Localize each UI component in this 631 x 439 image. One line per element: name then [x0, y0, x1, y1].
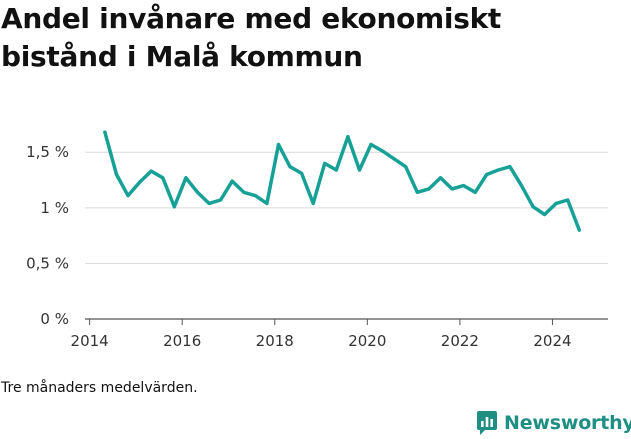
data-point	[519, 183, 524, 188]
data-point	[542, 212, 547, 217]
data-point	[114, 172, 119, 177]
data-point	[265, 201, 269, 205]
x-tick-label: 2018	[256, 332, 294, 350]
data-point	[149, 169, 153, 173]
data-point	[485, 172, 489, 177]
series	[103, 130, 582, 232]
y-tick-label: 0 %	[40, 310, 69, 328]
x-tick-label: 2022	[441, 332, 479, 350]
data-point	[161, 176, 165, 180]
brand-logo: Newsworthy	[476, 408, 631, 438]
data-point	[219, 198, 223, 202]
data-point	[346, 135, 350, 139]
data-point	[369, 142, 373, 147]
x-axis-ticks: 2014 2016 2018 2020 2022 2024	[71, 319, 572, 350]
data-point	[392, 157, 396, 161]
footnote: Tre månaders medelvärden.	[1, 380, 198, 396]
data-point	[184, 176, 188, 180]
data-point	[496, 168, 500, 172]
data-point	[300, 171, 304, 175]
y-axis-ticks: 0 % 0,5 % 1 % 1,5 %	[26, 143, 69, 328]
x-tick-label: 2014	[71, 332, 109, 350]
data-point	[404, 165, 408, 169]
data-point	[531, 205, 535, 209]
y-tick-label: 0,5 %	[26, 254, 69, 272]
data-point	[138, 180, 142, 184]
data-point	[334, 168, 338, 172]
chart-title: Andel invånare med ekonomiskt bistånd i …	[1, 2, 502, 73]
data-point	[311, 201, 315, 205]
series-line	[103, 130, 582, 232]
data-point	[323, 161, 327, 165]
data-point	[554, 201, 558, 205]
grid	[85, 151, 608, 320]
data-point	[230, 179, 234, 183]
data-point	[103, 130, 107, 134]
data-point	[473, 190, 477, 194]
data-point	[577, 228, 581, 232]
x-tick-label: 2024	[533, 332, 571, 350]
data-point	[566, 198, 570, 202]
data-point	[172, 205, 176, 209]
data-point	[253, 193, 257, 198]
data-point	[276, 142, 281, 147]
data-point	[381, 149, 385, 153]
data-point	[461, 183, 466, 188]
data-point	[207, 201, 211, 205]
newsworthy-logo-icon	[477, 411, 497, 435]
data-point	[427, 187, 431, 191]
data-point	[126, 193, 130, 198]
data-point	[357, 168, 362, 172]
brand-name: Newsworthy	[504, 412, 631, 434]
x-tick-label: 2020	[348, 332, 386, 350]
data-point	[438, 176, 443, 180]
data-point	[242, 190, 246, 194]
y-tick-label: 1 %	[40, 199, 69, 217]
data-point	[195, 190, 200, 194]
data-point	[508, 165, 512, 169]
x-tick-label: 2016	[163, 332, 201, 350]
y-tick-label: 1,5 %	[26, 143, 69, 161]
data-point	[415, 190, 419, 194]
data-point	[450, 187, 454, 191]
data-point	[288, 165, 292, 169]
